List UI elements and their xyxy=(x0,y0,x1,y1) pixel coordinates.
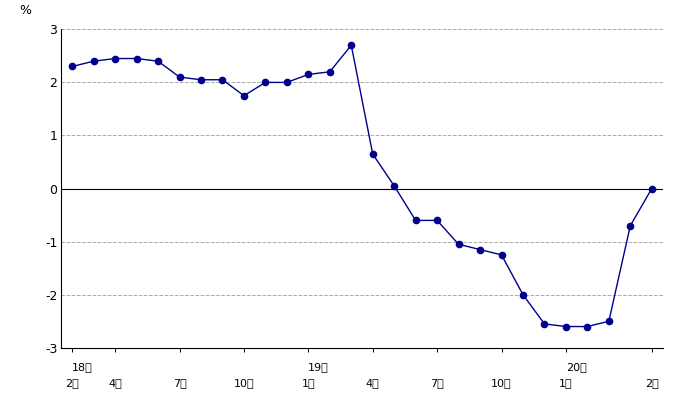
Text: %: % xyxy=(19,4,31,17)
Text: 4月: 4月 xyxy=(366,378,380,388)
Text: 2月: 2月 xyxy=(645,378,658,388)
Text: 7月: 7月 xyxy=(430,378,444,388)
Text: 20年: 20年 xyxy=(566,362,587,372)
Text: 7月: 7月 xyxy=(173,378,186,388)
Text: 2月: 2月 xyxy=(66,378,79,388)
Text: 19年: 19年 xyxy=(308,362,329,372)
Text: 10月: 10月 xyxy=(234,378,254,388)
Text: 18年: 18年 xyxy=(72,362,93,372)
Text: 1月: 1月 xyxy=(301,378,315,388)
Text: 10月: 10月 xyxy=(491,378,512,388)
Text: 4月: 4月 xyxy=(109,378,122,388)
Text: 1月: 1月 xyxy=(559,378,573,388)
